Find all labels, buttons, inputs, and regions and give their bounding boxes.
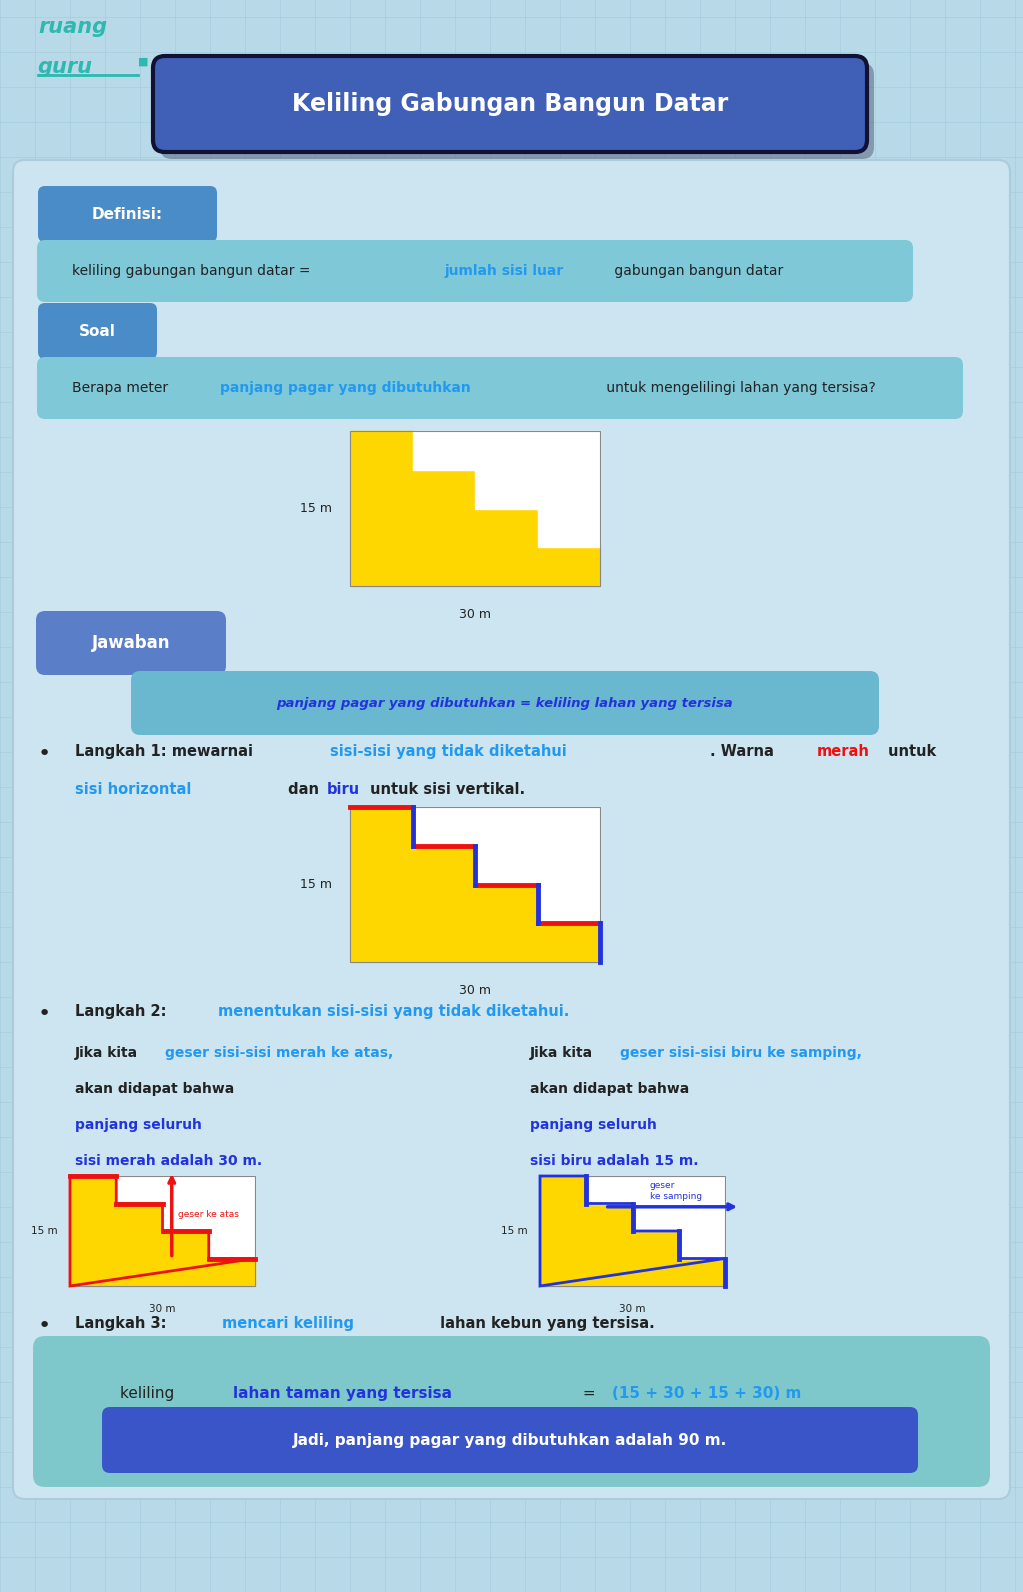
Text: •: • [38,743,51,764]
FancyBboxPatch shape [37,240,913,302]
Text: panjang pagar yang dibutuhkan: panjang pagar yang dibutuhkan [220,380,471,395]
Text: 30 m: 30 m [459,984,491,997]
Text: Definisi:: Definisi: [91,207,163,221]
Polygon shape [412,807,601,923]
Text: . Warna: . Warna [710,743,779,759]
Polygon shape [586,1176,725,1259]
Polygon shape [412,431,601,548]
Text: menentukan sisi-sisi yang tidak diketahui.: menentukan sisi-sisi yang tidak diketahu… [218,1005,570,1019]
FancyBboxPatch shape [33,1336,990,1487]
FancyBboxPatch shape [36,611,226,675]
Text: geser sisi-sisi biru ke samping,: geser sisi-sisi biru ke samping, [620,1046,861,1060]
Text: •: • [38,1317,51,1336]
Polygon shape [350,431,601,586]
Text: akan didapat bahwa: akan didapat bahwa [530,1083,695,1095]
Polygon shape [540,1176,725,1286]
Text: Langkah 3:: Langkah 3: [75,1317,172,1331]
Text: geser
ke samping: geser ke samping [650,1181,702,1200]
Text: geser sisi-sisi merah ke atas,: geser sisi-sisi merah ke atas, [165,1046,393,1060]
Text: sisi-sisi yang tidak diketahui: sisi-sisi yang tidak diketahui [330,743,567,759]
Text: = 90 m: = 90 m [612,1422,672,1438]
Text: Langkah 2:: Langkah 2: [75,1005,172,1019]
Text: sisi merah adalah 30 m.: sisi merah adalah 30 m. [75,1154,262,1169]
FancyBboxPatch shape [102,1407,918,1473]
Text: 15 m: 15 m [32,1226,58,1235]
FancyBboxPatch shape [38,302,157,360]
Text: ruang: ruang [38,18,107,37]
FancyBboxPatch shape [13,161,1010,1500]
Text: keliling gabungan bangun datar =: keliling gabungan bangun datar = [72,264,315,279]
Text: 30 m: 30 m [619,1304,646,1313]
Text: Jawaban: Jawaban [92,634,170,653]
FancyBboxPatch shape [37,357,963,419]
Text: gabungan bangun datar: gabungan bangun datar [610,264,784,279]
Text: Soal: Soal [79,323,116,339]
Text: 30 m: 30 m [459,608,491,621]
Text: •: • [38,1005,51,1024]
Text: 15 m: 15 m [300,879,332,892]
Polygon shape [117,1176,255,1259]
Polygon shape [350,807,601,962]
Text: lahan kebun yang tersisa.: lahan kebun yang tersisa. [435,1317,655,1331]
Text: guru: guru [38,57,93,76]
Text: sisi biru adalah 15 m.: sisi biru adalah 15 m. [530,1154,699,1169]
FancyBboxPatch shape [38,186,217,242]
Text: Keliling Gabungan Bangun Datar: Keliling Gabungan Bangun Datar [292,92,728,116]
Text: untuk mengelilingi lahan yang tersisa?: untuk mengelilingi lahan yang tersisa? [602,380,876,395]
Text: panjang seluruh: panjang seluruh [75,1118,202,1132]
Text: 30 m: 30 m [149,1304,176,1313]
Text: jumlah sisi luar: jumlah sisi luar [445,264,565,279]
Text: Jadi, panjang pagar yang dibutuhkan adalah 90 m.: Jadi, panjang pagar yang dibutuhkan adal… [293,1433,727,1447]
Text: mencari keliling: mencari keliling [222,1317,354,1331]
Text: dan: dan [283,782,324,798]
Text: panjang seluruh: panjang seluruh [530,1118,657,1132]
Text: lahan taman yang tersisa: lahan taman yang tersisa [233,1387,452,1401]
Text: untuk: untuk [883,743,936,759]
Text: ■: ■ [138,57,148,67]
Text: Langkah 1: mewarnai: Langkah 1: mewarnai [75,743,258,759]
Text: Berapa meter: Berapa meter [72,380,173,395]
FancyBboxPatch shape [160,64,874,159]
FancyBboxPatch shape [153,56,868,151]
Text: geser ke atas: geser ke atas [178,1210,238,1219]
Text: panjang pagar yang dibutuhkan = keliling lahan yang tersisa: panjang pagar yang dibutuhkan = keliling… [276,697,733,710]
Text: Jika kita: Jika kita [75,1046,143,1060]
Text: merah: merah [817,743,870,759]
Text: sisi horizontal: sisi horizontal [75,782,191,798]
Text: Jika kita: Jika kita [530,1046,598,1060]
FancyBboxPatch shape [131,670,879,736]
Polygon shape [70,1176,255,1286]
Text: akan didapat bahwa: akan didapat bahwa [75,1083,239,1095]
Text: biru: biru [327,782,360,798]
Text: (15 + 30 + 15 + 30) m: (15 + 30 + 15 + 30) m [612,1387,801,1401]
Text: 15 m: 15 m [501,1226,528,1235]
Text: keliling: keliling [120,1387,179,1401]
Text: 15 m: 15 m [300,501,332,514]
Text: =: = [578,1387,601,1401]
Text: untuk sisi vertikal.: untuk sisi vertikal. [365,782,525,798]
